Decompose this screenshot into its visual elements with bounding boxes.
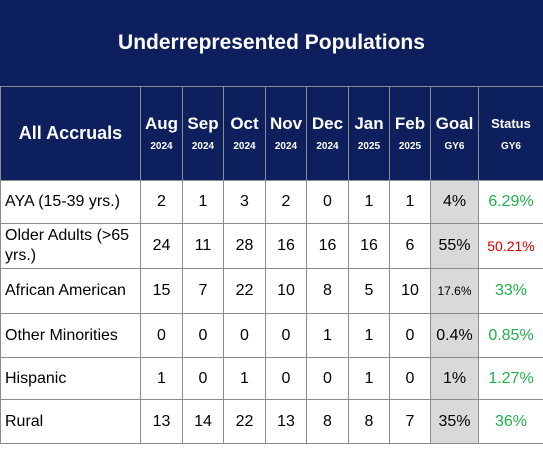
cell-value: 14	[182, 399, 224, 444]
column-header-month: Jan 2025	[348, 86, 390, 181]
cell-value: 13	[140, 399, 183, 444]
cell-value: 0	[265, 357, 307, 400]
cell-value: 0	[182, 357, 224, 400]
cell-value: 1	[223, 357, 266, 400]
month-name: Sep	[187, 113, 219, 133]
cell-value: 3	[223, 180, 266, 224]
column-header-month: Nov 2024	[265, 86, 307, 181]
month-name: Dec	[311, 113, 344, 133]
cell-value: 8	[348, 399, 390, 444]
cell-value: 24	[140, 223, 183, 269]
table-row: Hispanic 1 0 1 0 0 1 0 1% 1.27%	[0, 357, 543, 400]
column-header-month: Sep 2024	[182, 86, 224, 181]
table-row: African American 15 7 22 10 8 5 10 17.6% 33%	[0, 268, 543, 314]
row-label: Other Minorities	[0, 313, 141, 358]
month-year: 2024	[316, 140, 339, 152]
cell-value: 1	[306, 313, 349, 358]
cell-value: 0	[389, 313, 431, 358]
column-header-goal: Goal GY6	[430, 86, 479, 181]
cell-value: 8	[306, 268, 349, 314]
goal-value: 35%	[430, 399, 479, 444]
cell-value: 7	[182, 268, 224, 314]
month-year: 2025	[357, 140, 381, 152]
month-year: 2024	[150, 140, 173, 152]
row-label: Older Adults (>65 yrs.)	[0, 223, 141, 269]
cell-value: 0	[306, 357, 349, 400]
row-label: AYA (15-39 yrs.)	[0, 180, 141, 224]
goal-value: 17.6%	[430, 268, 479, 314]
cell-value: 5	[348, 268, 390, 314]
cell-value: 16	[306, 223, 349, 269]
cell-value: 0	[182, 313, 224, 358]
column-header-month: Feb 2025	[389, 86, 431, 181]
status-label: Status	[491, 115, 531, 131]
header-row: All Accruals Aug 2024 Sep 2024 Oct 2024 Nov…	[0, 86, 543, 181]
status-value: 0.85%	[478, 313, 543, 358]
cell-value: 7	[389, 399, 431, 444]
cell-value: 10	[389, 268, 431, 314]
goal-value: 55%	[430, 223, 479, 269]
month-year: 2025	[398, 140, 422, 152]
cell-value: 2	[140, 180, 183, 224]
cell-value: 0	[389, 357, 431, 400]
cell-value: 1	[348, 357, 390, 400]
cell-value: 22	[223, 268, 266, 314]
row-label: Hispanic	[0, 357, 141, 400]
goal-sub: GY6	[444, 140, 465, 152]
cell-value: 11	[182, 223, 224, 269]
cell-value: 28	[223, 223, 266, 269]
cell-value: 13	[265, 399, 307, 444]
column-header-month: Dec 2024	[306, 86, 349, 181]
cell-value: 0	[306, 180, 349, 224]
cell-value: 1	[348, 313, 390, 358]
cell-value: 0	[223, 313, 266, 358]
cell-value: 1	[140, 357, 183, 400]
status-value: 36%	[478, 399, 543, 444]
table-row: Other Minorities 0 0 0 0 1 1 0 0.4% 0.85%	[0, 313, 543, 358]
month-year: 2024	[191, 140, 215, 152]
cell-value: 15	[140, 268, 183, 314]
month-name: Jan	[354, 113, 384, 133]
goal-value: 1%	[430, 357, 479, 400]
status-value: 50.21%	[478, 223, 543, 269]
column-header-month: Aug 2024	[140, 86, 183, 181]
cell-value: 1	[182, 180, 224, 224]
cell-value: 1	[348, 180, 390, 224]
column-header-label: All Accruals	[0, 86, 141, 181]
page-title: Underrepresented Populations	[0, 0, 543, 86]
status-value: 6.29%	[478, 180, 543, 224]
cell-value: 1	[389, 180, 431, 224]
cell-value: 10	[265, 268, 307, 314]
cell-value: 16	[348, 223, 390, 269]
cell-value: 16	[265, 223, 307, 269]
cell-value: 8	[306, 399, 349, 444]
month-name: Nov	[269, 113, 303, 133]
month-name: Oct	[230, 113, 259, 133]
month-name: Aug	[144, 113, 179, 133]
cell-value: 0	[265, 313, 307, 358]
goal-label: Goal	[435, 113, 474, 133]
status-sub: GY6	[500, 140, 521, 152]
month-name: Feb	[394, 113, 426, 133]
status-value: 33%	[478, 268, 543, 314]
table-row: Older Adults (>65 yrs.) 24 11 28 16 16 16 6 55% 5…	[0, 223, 543, 269]
goal-value: 0.4%	[430, 313, 479, 358]
month-year: 2024	[233, 140, 256, 152]
status-value: 1.27%	[478, 357, 543, 400]
month-year: 2024	[274, 140, 298, 152]
column-header-month: Oct 2024	[223, 86, 266, 181]
goal-value: 4%	[430, 180, 479, 224]
cell-value: 0	[140, 313, 183, 358]
column-header-status: Status GY6	[478, 86, 543, 181]
row-label: African American	[0, 268, 141, 314]
row-label: Rural	[0, 399, 141, 444]
cell-value: 2	[265, 180, 307, 224]
table-row: Rural 13 14 22 13 8 8 7 35% 36%	[0, 399, 543, 444]
table-row: AYA (15-39 yrs.) 2 1 3 2 0 1 1 4% 6.29%	[0, 180, 543, 224]
cell-value: 22	[223, 399, 266, 444]
accruals-table: All Accruals Aug 2024 Sep 2024 Oct 2024 Nov…	[0, 86, 543, 444]
cell-value: 6	[389, 223, 431, 269]
